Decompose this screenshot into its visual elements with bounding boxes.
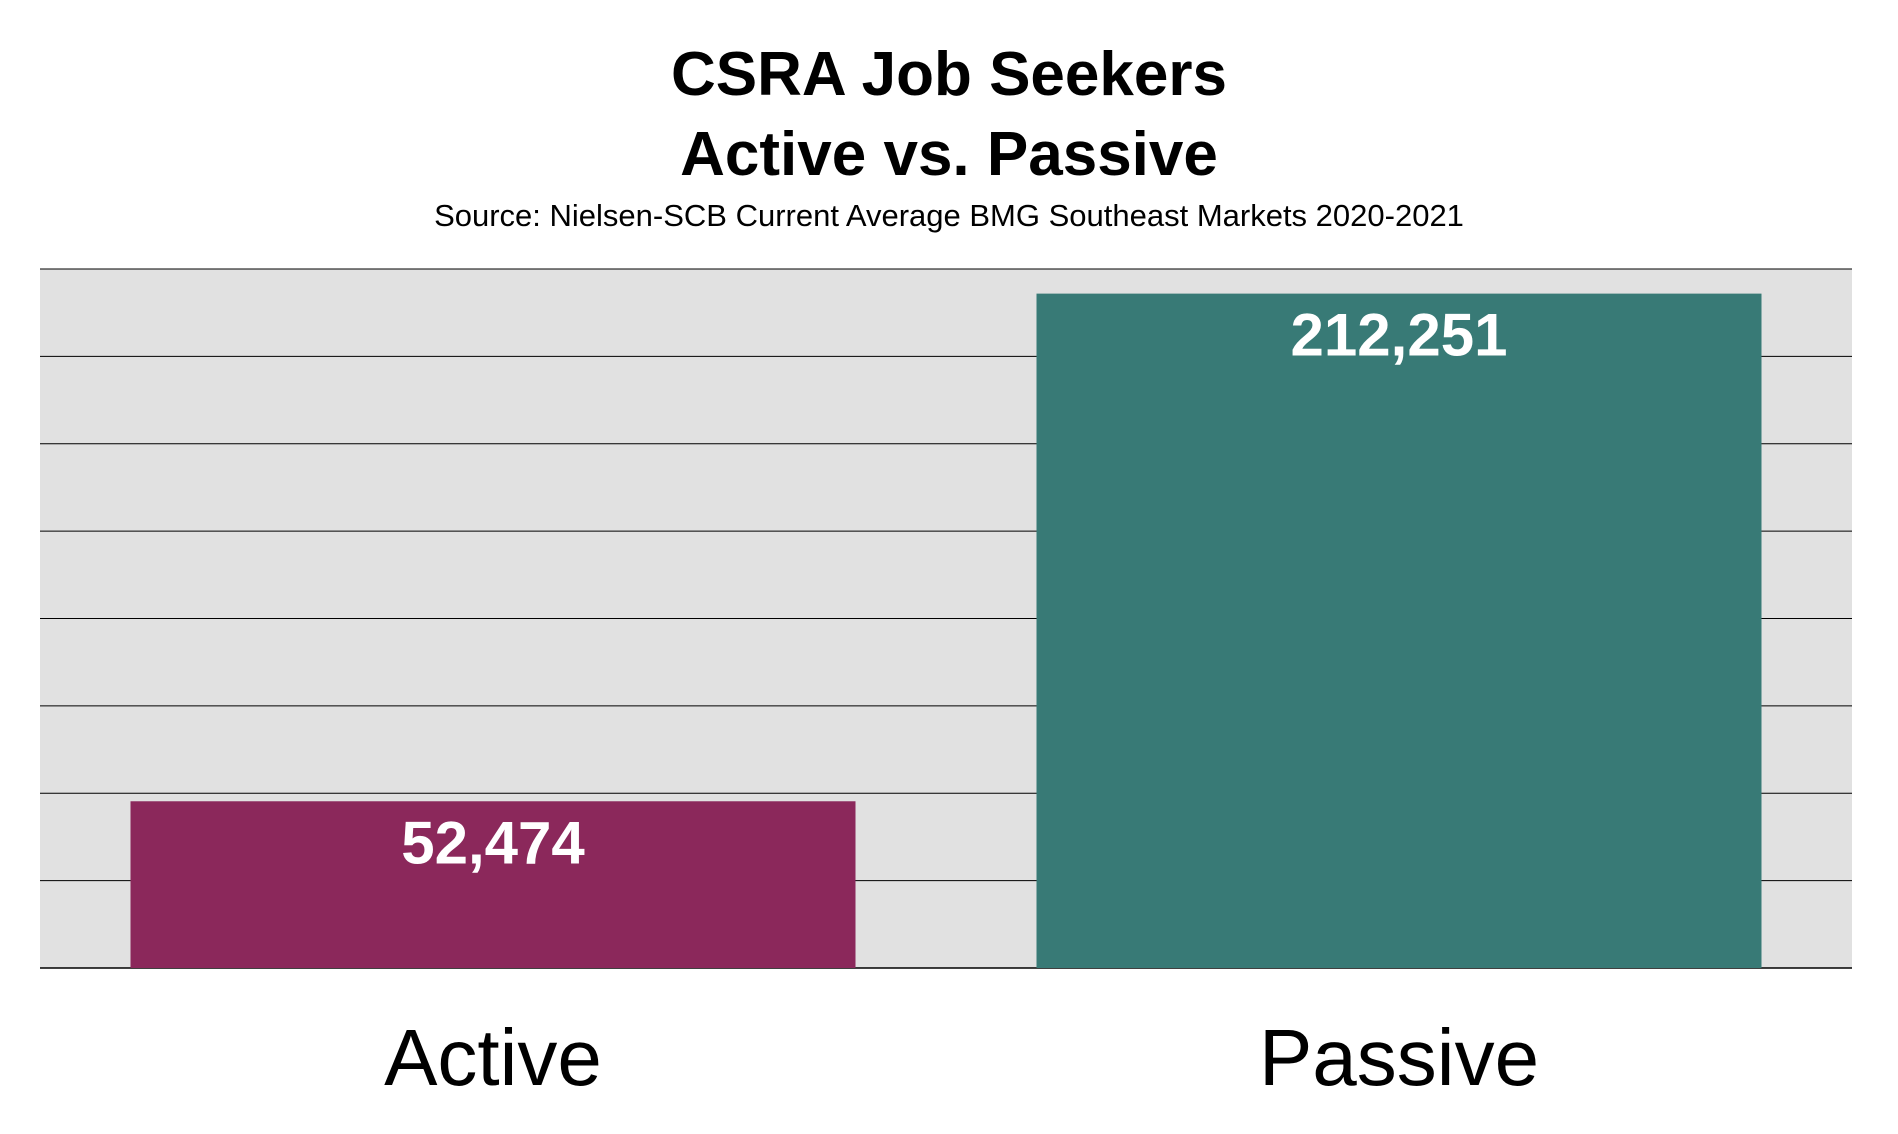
chart-title-line-2: Active vs. Passive [680, 120, 1218, 189]
category-label-passive: Passive [1259, 1013, 1539, 1102]
chart-title: CSRA Job Seekers [671, 40, 1227, 109]
bars [130, 293, 1762, 968]
data-label-passive: 212,251 [1291, 302, 1508, 369]
bar-active [130, 801, 856, 968]
bar-passive [1036, 293, 1762, 968]
labels: 52,474 Active 212,251 Passive [384, 302, 1539, 1102]
category-label-active: Active [384, 1013, 602, 1102]
data-label-active: 52,474 [401, 809, 585, 876]
chart-source: Source: Nielsen-SCB Current Average BMG … [434, 198, 1464, 233]
